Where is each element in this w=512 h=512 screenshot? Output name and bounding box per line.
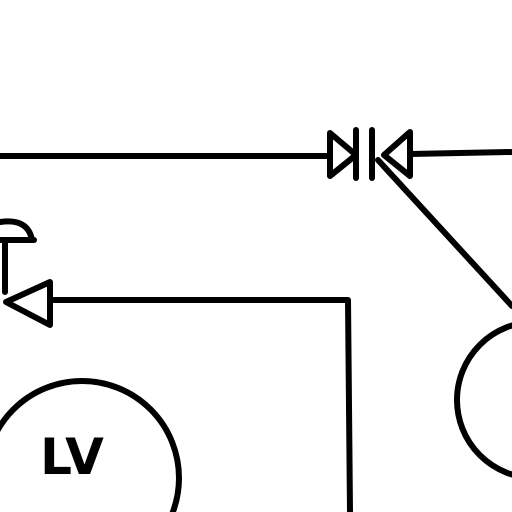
- signal-line-loop: [47, 297, 353, 512]
- process-line-right: [407, 149, 512, 157]
- inline-valve-symbol: [327, 127, 413, 181]
- valve-triangle-right: [381, 129, 413, 179]
- instrument-bubble-right: [454, 322, 512, 478]
- valve-triangle-left: [327, 130, 359, 179]
- level-valve-instrument: LV: [0, 378, 182, 512]
- instrument-bubble-lv: [0, 378, 182, 512]
- signal-line-diagonal: [375, 157, 512, 309]
- instrument-tag-label: LV: [40, 428, 104, 486]
- control-valve-body: [3, 279, 53, 328]
- actuator-dome: [0, 218, 35, 243]
- control-valve-actuator: [0, 218, 37, 295]
